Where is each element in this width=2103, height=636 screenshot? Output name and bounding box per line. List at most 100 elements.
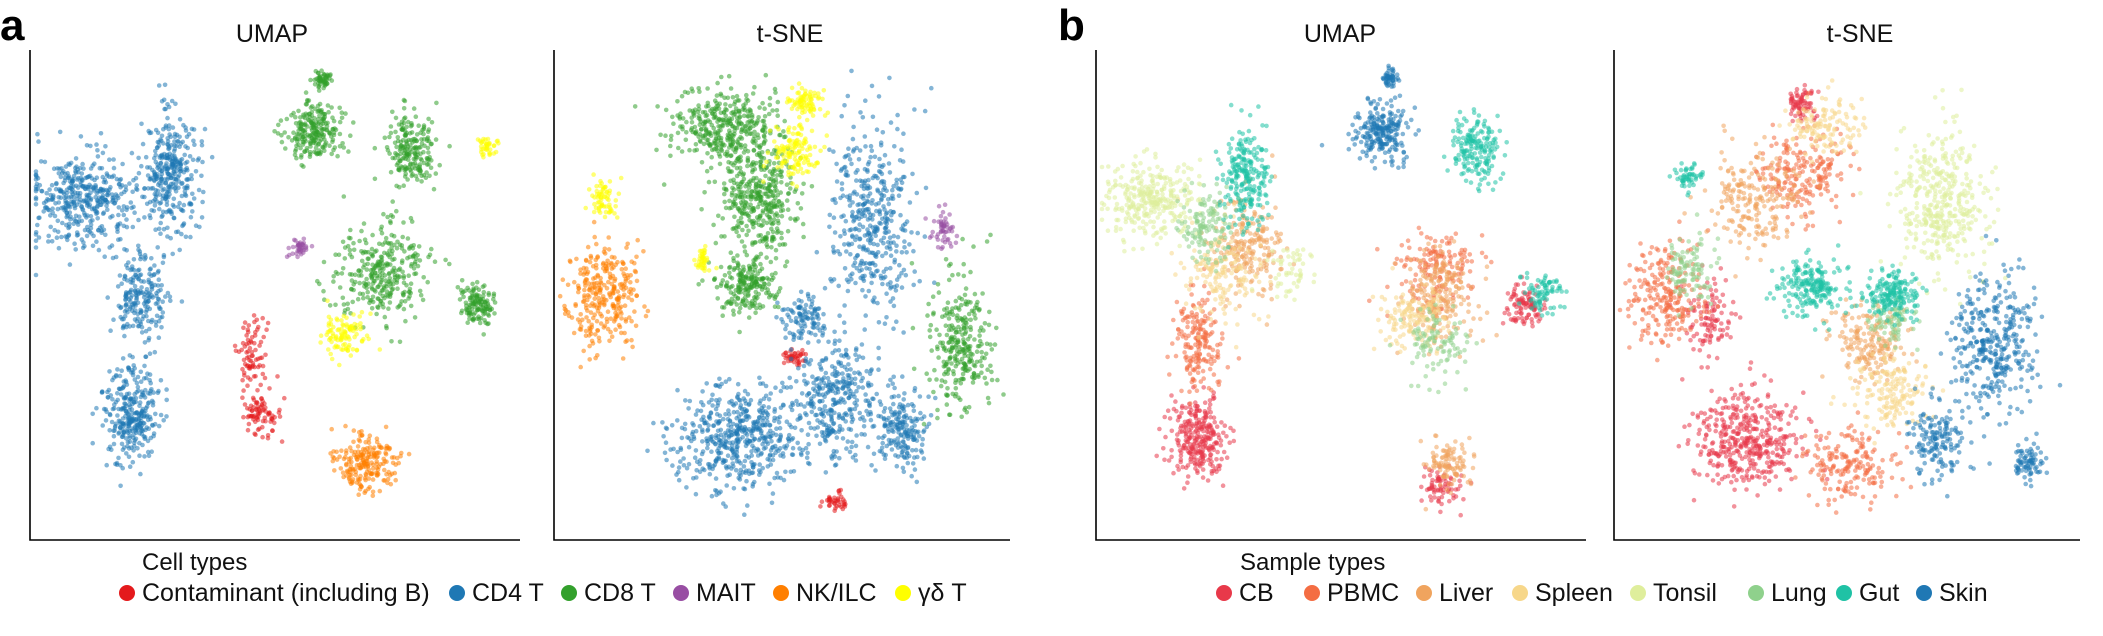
scatter-point bbox=[88, 190, 93, 196]
scatter-point bbox=[887, 244, 892, 249]
scatter-point bbox=[139, 330, 145, 335]
scatter-point bbox=[318, 340, 323, 345]
scatter-point bbox=[92, 161, 97, 166]
scatter-point bbox=[101, 227, 107, 233]
scatter-point bbox=[129, 205, 134, 211]
scatter-point bbox=[870, 225, 875, 230]
scatter-point bbox=[70, 187, 75, 193]
scatter-point bbox=[359, 309, 365, 315]
scatter-point bbox=[256, 411, 261, 417]
scatter-point bbox=[426, 161, 431, 167]
scatter-point bbox=[723, 445, 728, 450]
scatter-point bbox=[727, 428, 733, 434]
scatter-point bbox=[731, 486, 737, 491]
scatter-point bbox=[905, 460, 911, 466]
scatter-point bbox=[783, 469, 788, 475]
scatter-point bbox=[869, 367, 874, 372]
scatter-point bbox=[119, 208, 125, 213]
scatter-point bbox=[192, 142, 197, 147]
scatter-point bbox=[718, 124, 723, 129]
scatter-point bbox=[761, 404, 766, 409]
scatter-point bbox=[742, 512, 747, 517]
scatter-point bbox=[922, 234, 928, 239]
scatter-point bbox=[168, 298, 173, 304]
scatter-point bbox=[848, 273, 853, 278]
scatter-point bbox=[402, 299, 408, 304]
scatter-point bbox=[833, 462, 839, 468]
scatter-point bbox=[725, 473, 730, 479]
scatter-point bbox=[138, 394, 144, 400]
scatter-point bbox=[735, 253, 740, 258]
scatter-point bbox=[324, 127, 329, 133]
scatter-point bbox=[484, 304, 489, 310]
scatter-point bbox=[902, 245, 907, 250]
scatter-point bbox=[833, 348, 838, 353]
scatter-point bbox=[339, 271, 345, 276]
scatter-point bbox=[33, 272, 39, 278]
scatter-point bbox=[663, 440, 669, 446]
scatter-point bbox=[920, 436, 925, 442]
scatter-point bbox=[248, 377, 253, 382]
scatter-point bbox=[108, 328, 113, 334]
scatter-point bbox=[876, 320, 882, 325]
scatter-point bbox=[788, 469, 794, 475]
scatter-point bbox=[734, 459, 740, 464]
scatter-point bbox=[864, 198, 870, 204]
scatter-point bbox=[421, 149, 426, 155]
scatter-point bbox=[726, 408, 731, 413]
scatter-point bbox=[84, 199, 90, 205]
scatter-point bbox=[158, 220, 163, 226]
scatter-point bbox=[252, 431, 257, 437]
scatter-point bbox=[860, 273, 865, 279]
scatter-point bbox=[711, 115, 717, 121]
scatter-point bbox=[802, 404, 807, 409]
scatter-point bbox=[842, 242, 847, 247]
scatter-point bbox=[750, 169, 755, 175]
scatter-point bbox=[921, 428, 927, 433]
scatter-point bbox=[401, 292, 406, 297]
scatter-point bbox=[741, 410, 746, 415]
scatter-point bbox=[345, 301, 351, 307]
scatter-point bbox=[262, 415, 268, 421]
scatter-point bbox=[720, 216, 725, 221]
scatter-point bbox=[789, 424, 794, 430]
scatter-point bbox=[782, 118, 787, 124]
scatter-point bbox=[244, 341, 249, 347]
scatter-point bbox=[760, 100, 765, 106]
scatter-point bbox=[159, 178, 164, 183]
scatter-point bbox=[351, 439, 356, 445]
scatter-point bbox=[388, 291, 394, 296]
scatter-point bbox=[843, 347, 849, 353]
scatter-point bbox=[357, 238, 362, 244]
scatter-point bbox=[124, 301, 129, 307]
scatter-point bbox=[67, 262, 73, 267]
scatter-point bbox=[117, 373, 123, 379]
scatter-point bbox=[750, 481, 756, 487]
scatter-point bbox=[337, 362, 342, 368]
scatter-point bbox=[469, 290, 475, 296]
scatter-point bbox=[834, 386, 840, 392]
scatter-point bbox=[128, 200, 134, 205]
scatter-point bbox=[155, 245, 160, 250]
scatter-point bbox=[58, 195, 64, 200]
scatter-point bbox=[409, 130, 415, 135]
scatter-point bbox=[33, 238, 39, 243]
scatter-point bbox=[796, 297, 802, 303]
scatter-point bbox=[388, 220, 393, 226]
scatter-point bbox=[847, 227, 852, 233]
scatter-point bbox=[862, 134, 868, 139]
scatter-point bbox=[294, 251, 299, 256]
scatter-point bbox=[779, 235, 784, 241]
scatter-point bbox=[886, 415, 891, 421]
scatter-point bbox=[351, 120, 356, 125]
scatter-point bbox=[818, 504, 823, 509]
scatter-point bbox=[340, 141, 345, 146]
scatter-point bbox=[104, 192, 110, 198]
scatter-point bbox=[729, 456, 735, 461]
scatter-point bbox=[734, 173, 740, 179]
scatter-point bbox=[382, 314, 388, 320]
scatter-point bbox=[342, 256, 348, 261]
scatter-point bbox=[477, 320, 483, 326]
scatter-point bbox=[348, 353, 354, 358]
scatter-point bbox=[328, 351, 334, 357]
